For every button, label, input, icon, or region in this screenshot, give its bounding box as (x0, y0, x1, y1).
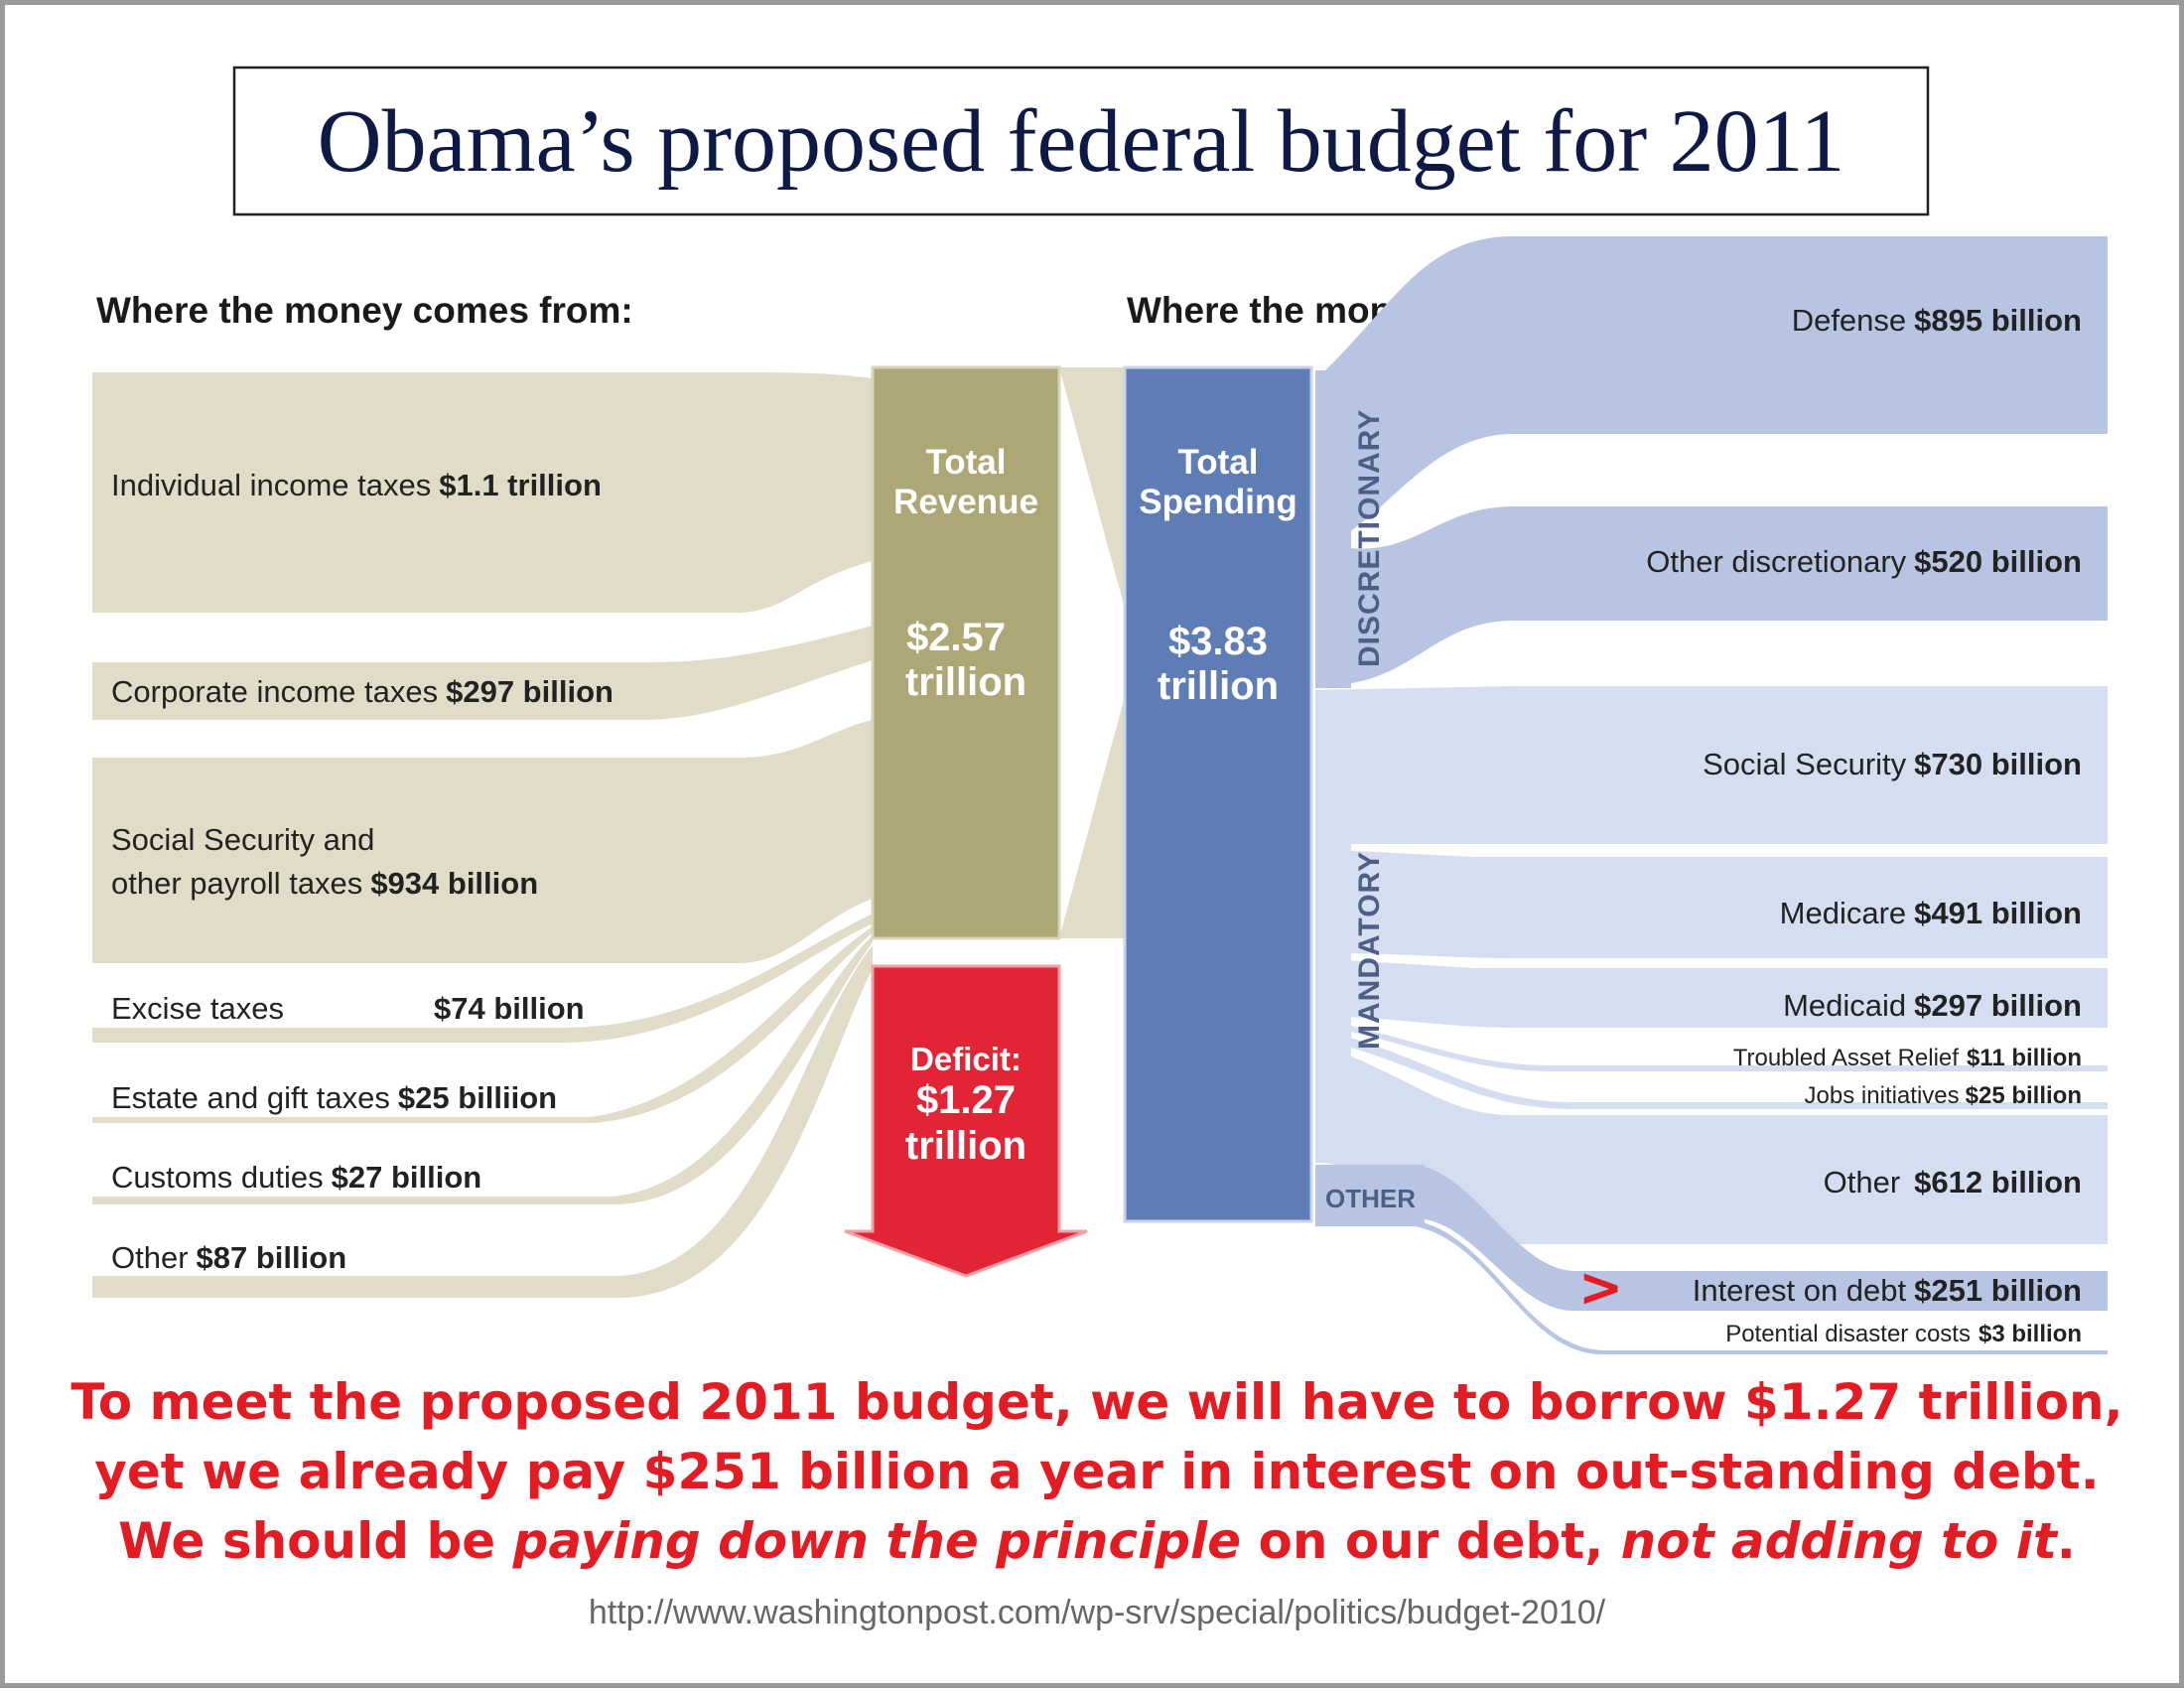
total-spending-label-2: Spending (1139, 483, 1297, 521)
flow-individual-income (92, 372, 873, 613)
other-group-label: OTHER (1325, 1184, 1416, 1213)
spending-item-5: Medicaid $297 billion (1783, 988, 2082, 1023)
mandatory-label: MANDATORY (1353, 851, 1386, 1050)
discretionary-label: DISCRETIONARY (1353, 409, 1386, 667)
caption-emphasis-1: paying down the principle (512, 1512, 1242, 1570)
revenue-item-1: Individual income taxes $1.1 trillion (111, 468, 602, 502)
spending-item-6: Troubled Asset Relief $11 billion (1733, 1045, 2082, 1071)
revenue-labels: Individual income taxes $1.1 trillion Cor… (111, 468, 614, 1275)
revenue-item-3b: other payroll taxes $934 billion (111, 866, 538, 901)
total-revenue-value-1: $2.57 (906, 616, 1006, 659)
total-spending-box (1123, 365, 1313, 1223)
spending-item-1: Defense $895 billion (1792, 303, 2082, 338)
flow-medicare (1315, 849, 2108, 958)
revenue-item-3a: Social Security and (111, 822, 374, 857)
deficit-arrow (844, 964, 1088, 1278)
flow-social-security (1315, 686, 2108, 844)
total-revenue-box (871, 365, 1061, 940)
interest-marker: > (1578, 1256, 1623, 1319)
page-title: Obama’s proposed federal budget for 2011 (318, 92, 1845, 191)
deficit-value-2: trillion (905, 1124, 1026, 1168)
caption-line-2: yet we already pay $251 billion a year i… (94, 1443, 2100, 1500)
spending-item-4: Medicare $491 billion (1780, 896, 2082, 930)
total-spending-value-1: $3.83 (1168, 620, 1268, 663)
revenue-to-spending-arrow (1059, 367, 1137, 938)
spending-item-10: Potential disaster costs $3 billion (1725, 1321, 2082, 1347)
spending-item-9: Interest on debt $251 billion (1693, 1273, 2082, 1308)
total-spending-value-2: trillion (1158, 664, 1279, 708)
total-spending-label-1: Total (1177, 443, 1258, 482)
spending-flows (1315, 236, 2108, 1354)
spending-item-2: Other discretionary $520 billion (1646, 544, 2082, 579)
deficit-label: Deficit: (910, 1041, 1022, 1077)
revenue-flows (92, 372, 873, 1298)
flow-medicaid (1315, 958, 2108, 1028)
revenue-item-5: Estate and gift taxes $25 billiion (111, 1080, 557, 1115)
spending-item-7: Jobs initiatives $25 billion (1805, 1082, 2082, 1109)
flow-tarp (1315, 1018, 2108, 1071)
flow-other-discretionary (1315, 506, 2108, 685)
flow-defense (1315, 236, 2108, 541)
left-header: Where the money comes from: (96, 290, 633, 331)
flow-other-mandatory (1315, 1043, 2108, 1244)
spending-item-8: Other $612 billion (1824, 1165, 2082, 1199)
flow-corporate-income (92, 626, 873, 720)
caption-line-1: To meet the proposed 2011 budget, we wil… (70, 1373, 2123, 1431)
caption-line-3: We should be paying down the principle o… (118, 1512, 2076, 1570)
flow-interest (1315, 1165, 2108, 1311)
deficit-value-1: $1.27 (916, 1078, 1016, 1122)
budget-flow-diagram: Obama’s proposed federal budget for 2011… (92, 66, 2108, 1354)
flow-excise (92, 914, 873, 1043)
total-revenue-label-2: Revenue (893, 483, 1038, 521)
source-url: http://www.washingtonpost.com/wp-srv/spe… (588, 1594, 1606, 1631)
spending-labels: Defense $895 billion Other discretionary $… (1646, 303, 2082, 1347)
discretionary-column (1315, 370, 1351, 688)
spending-item-3: Social Security $730 billion (1703, 747, 2082, 781)
total-revenue-value-2: trillion (905, 660, 1026, 704)
revenue-item-2: Corporate income taxes $297 billion (111, 674, 614, 709)
flow-payroll (92, 720, 873, 963)
caption: To meet the proposed 2011 budget, we wil… (45, 1367, 2149, 1576)
other-column (1315, 1165, 1425, 1226)
revenue-item-6: Customs duties $27 billion (111, 1160, 481, 1195)
caption-emphasis-2: not adding to it (1620, 1512, 2057, 1570)
mandatory-column (1315, 690, 1351, 1163)
revenue-item-7: Other $87 billion (111, 1240, 346, 1275)
revenue-item-4-name: Excise taxes (111, 991, 284, 1026)
total-revenue-label-1: Total (925, 443, 1006, 482)
title-box (232, 66, 1930, 216)
revenue-item-4-amount: $74 billion (434, 991, 585, 1026)
